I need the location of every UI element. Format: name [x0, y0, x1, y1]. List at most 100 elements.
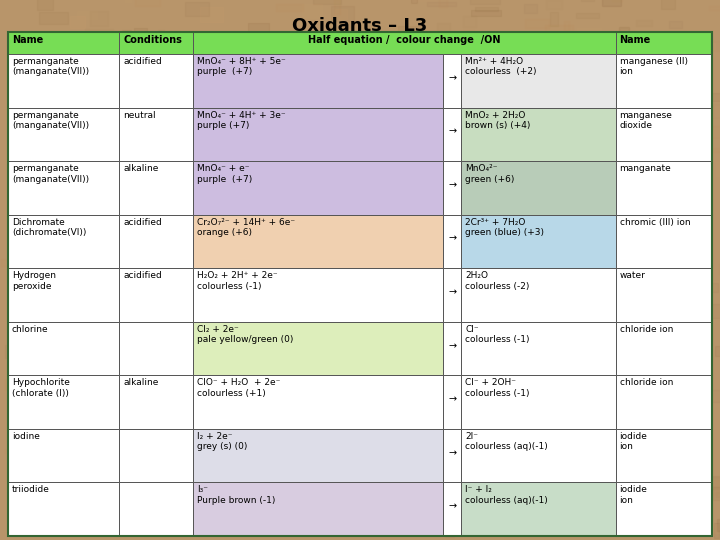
Bar — [50, 154, 70, 166]
Text: Dichromate
(dichromate(VI)): Dichromate (dichromate(VI)) — [12, 218, 86, 237]
Bar — [709, 5, 720, 10]
Bar — [459, 313, 482, 320]
Bar — [107, 257, 122, 266]
Bar — [40, 337, 51, 347]
Bar — [120, 322, 193, 375]
Bar — [330, 460, 338, 470]
Bar — [413, 166, 420, 171]
Bar — [138, 187, 158, 195]
Bar — [548, 107, 557, 116]
Bar — [204, 160, 225, 171]
Bar — [407, 221, 423, 231]
Bar — [194, 357, 212, 367]
Bar — [181, 367, 206, 381]
Bar — [597, 376, 603, 390]
Text: I₃⁻
Purple brown (-1): I₃⁻ Purple brown (-1) — [197, 485, 276, 505]
Bar — [448, 206, 468, 211]
Bar — [307, 355, 324, 363]
Bar — [670, 466, 688, 478]
Bar — [585, 252, 596, 261]
Text: I₂ + 2e⁻
grey (s) (0): I₂ + 2e⁻ grey (s) (0) — [197, 432, 248, 451]
Bar — [28, 176, 41, 187]
Bar — [64, 319, 88, 327]
Bar — [359, 484, 365, 490]
Bar — [366, 139, 389, 145]
Text: Cr₂O₇²⁻ + 14H⁺ + 6e⁻
orange (+6): Cr₂O₇²⁻ + 14H⁺ + 6e⁻ orange (+6) — [197, 218, 295, 237]
Bar — [588, 497, 606, 503]
Bar — [517, 296, 526, 301]
Bar — [488, 511, 515, 518]
Bar — [8, 429, 120, 482]
Bar — [525, 19, 549, 28]
Bar — [300, 431, 327, 437]
Bar — [359, 178, 385, 193]
Bar — [256, 226, 274, 237]
Bar — [445, 526, 454, 537]
Bar — [158, 30, 163, 35]
Bar — [81, 321, 87, 332]
Text: Hydrogen
peroxide: Hydrogen peroxide — [12, 271, 56, 291]
Bar — [17, 504, 43, 510]
Bar — [529, 417, 552, 431]
Bar — [66, 302, 94, 311]
Bar — [708, 303, 720, 318]
Bar — [374, 359, 398, 369]
Bar — [295, 437, 319, 449]
Bar — [13, 205, 24, 218]
Bar — [362, 167, 387, 177]
Bar — [8, 213, 37, 219]
Bar — [145, 239, 163, 249]
Bar — [120, 482, 193, 536]
Bar — [675, 239, 695, 245]
Bar — [93, 385, 102, 392]
Bar — [112, 34, 123, 49]
Bar — [609, 435, 625, 443]
Bar — [655, 419, 674, 430]
Bar — [282, 479, 289, 491]
Text: Hypochlorite
(chlorate (I)): Hypochlorite (chlorate (I)) — [12, 379, 70, 398]
Bar — [204, 225, 229, 237]
Bar — [193, 32, 616, 54]
Bar — [653, 347, 673, 358]
Bar — [239, 444, 249, 449]
Bar — [19, 83, 26, 89]
Bar — [469, 168, 487, 182]
Text: acidified: acidified — [123, 271, 162, 280]
Text: →: → — [448, 127, 456, 137]
Bar — [318, 310, 336, 316]
Bar — [439, 458, 464, 470]
Bar — [267, 301, 292, 310]
Bar — [685, 359, 703, 370]
Bar — [66, 168, 87, 180]
Bar — [140, 169, 151, 173]
Text: Name: Name — [619, 35, 651, 45]
Bar — [436, 94, 447, 107]
Bar — [188, 444, 199, 457]
Bar — [490, 224, 495, 236]
Bar — [662, 482, 675, 485]
Bar — [461, 161, 616, 215]
Bar — [168, 240, 188, 253]
Bar — [615, 516, 625, 529]
Bar — [5, 379, 28, 390]
Bar — [702, 390, 720, 402]
Bar — [320, 351, 330, 360]
Bar — [262, 54, 276, 65]
Bar — [251, 69, 263, 79]
Bar — [8, 54, 120, 107]
Bar — [548, 72, 554, 85]
Bar — [215, 405, 229, 410]
Bar — [631, 242, 654, 255]
Bar — [64, 306, 92, 320]
Bar — [339, 224, 364, 235]
Bar — [343, 264, 359, 273]
Bar — [427, 2, 456, 6]
Bar — [482, 289, 506, 303]
Bar — [302, 328, 330, 333]
Bar — [688, 396, 695, 408]
Bar — [492, 211, 507, 222]
Bar — [94, 94, 122, 104]
Bar — [323, 518, 352, 531]
Bar — [681, 366, 701, 377]
Bar — [643, 520, 652, 534]
